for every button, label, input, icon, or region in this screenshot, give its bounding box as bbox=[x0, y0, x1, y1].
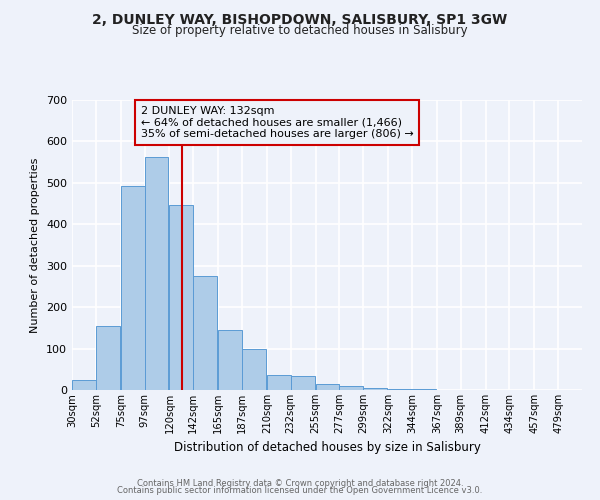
Y-axis label: Number of detached properties: Number of detached properties bbox=[31, 158, 40, 332]
Text: Contains public sector information licensed under the Open Government Licence v3: Contains public sector information licen… bbox=[118, 486, 482, 495]
Bar bbox=[291, 376, 314, 390]
Bar bbox=[121, 186, 145, 390]
Bar bbox=[145, 157, 169, 390]
Bar bbox=[388, 389, 412, 390]
Text: 2 DUNLEY WAY: 132sqm
← 64% of detached houses are smaller (1,466)
35% of semi-de: 2 DUNLEY WAY: 132sqm ← 64% of detached h… bbox=[141, 106, 413, 139]
Bar bbox=[242, 350, 266, 390]
Bar bbox=[267, 374, 291, 390]
Bar bbox=[340, 386, 363, 390]
Bar bbox=[363, 388, 387, 390]
Text: 2, DUNLEY WAY, BISHOPDOWN, SALISBURY, SP1 3GW: 2, DUNLEY WAY, BISHOPDOWN, SALISBURY, SP… bbox=[92, 12, 508, 26]
Bar bbox=[412, 389, 436, 390]
Bar bbox=[72, 380, 96, 390]
Bar bbox=[316, 384, 340, 390]
Bar bbox=[169, 205, 193, 390]
Text: Contains HM Land Registry data © Crown copyright and database right 2024.: Contains HM Land Registry data © Crown c… bbox=[137, 478, 463, 488]
X-axis label: Distribution of detached houses by size in Salisbury: Distribution of detached houses by size … bbox=[173, 442, 481, 454]
Bar bbox=[218, 330, 242, 390]
Bar bbox=[96, 326, 119, 390]
Text: Size of property relative to detached houses in Salisbury: Size of property relative to detached ho… bbox=[132, 24, 468, 37]
Bar bbox=[193, 276, 217, 390]
